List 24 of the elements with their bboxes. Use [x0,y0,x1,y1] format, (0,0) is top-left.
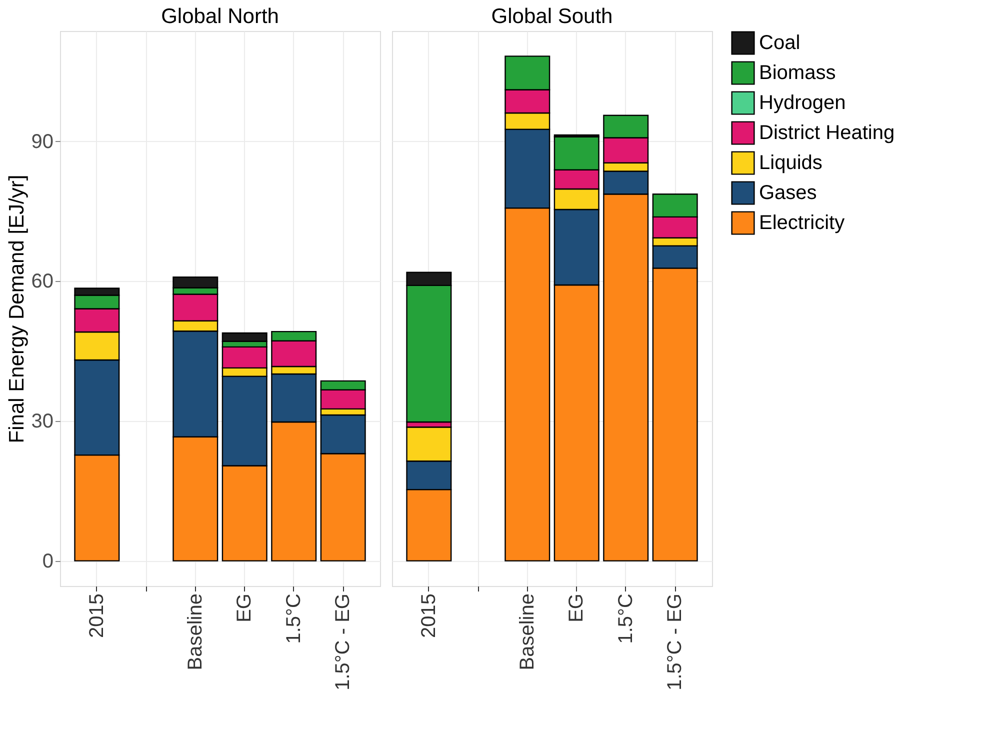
x-tick-label: 1.5°C - EG [664,594,686,690]
y-tick-label: 90 [31,130,54,153]
x-tick-label: 2015 [418,594,440,638]
x-tick-label: Baseline [516,594,538,670]
legend-label: Liquids [759,152,822,174]
x-tick-label: EG [234,594,256,622]
x-tick-label: 1.5°C - EG [332,594,354,690]
chart-title: Global South [491,5,613,28]
legend-label: Biomass [759,62,836,84]
x-tick-label: Baseline [184,594,206,670]
y-tick-label: 60 [31,270,54,293]
legend-label: Hydrogen [759,92,846,114]
legend-label: Electricity [759,212,845,234]
x-tick-label: EG [566,594,588,622]
y-tick-label: 30 [31,410,54,433]
x-tick-label: 2015 [86,594,108,638]
legend-label: Gases [759,182,817,204]
legend-label: District Heating [759,122,895,144]
chart-title: Global North [161,5,279,28]
y-tick-label: 0 [42,550,54,572]
legend-label: Coal [759,32,800,54]
x-tick-label: 1.5°C [614,594,637,644]
x-tick-label: 1.5°C [282,594,305,644]
y-axis-title: Final Energy Demand [EJ/yr] [5,174,28,444]
